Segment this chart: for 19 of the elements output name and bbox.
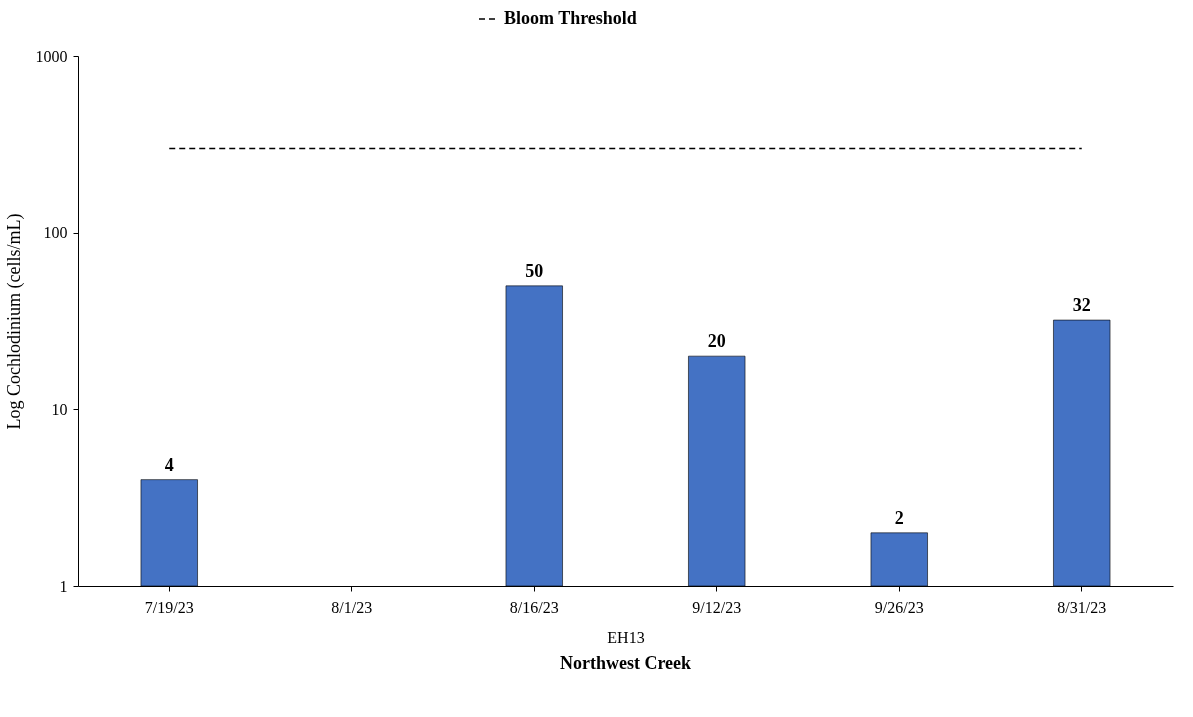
y-tick-label: 1	[59, 577, 68, 595]
text: Northwest Creek	[559, 653, 692, 673]
y-tick-label: 10	[51, 400, 68, 418]
y-axis-title: Log Cochlodinium (cells/mL)	[3, 213, 25, 430]
legend-label: Bloom Threshold	[504, 8, 637, 28]
data-label: 4	[164, 454, 174, 475]
x-tick-label: 8/31/23	[1057, 598, 1107, 616]
x-tick-label: 9/26/23	[874, 598, 924, 616]
data-label: 32	[1072, 295, 1091, 316]
y-tick-label: 100	[43, 224, 68, 242]
data-label: 2	[894, 507, 904, 528]
y-tick-label: 1000	[35, 47, 68, 65]
x-tick-label: 8/16/23	[509, 598, 559, 616]
x-tick-label: 9/12/23	[692, 598, 742, 616]
data-label: 20	[707, 331, 726, 352]
data-label: 50	[525, 260, 544, 281]
x-tick-label: 8/1/23	[331, 598, 373, 616]
x-tick-label: 7/19/23	[144, 598, 194, 616]
x-axis-title: EH13	[607, 628, 645, 646]
